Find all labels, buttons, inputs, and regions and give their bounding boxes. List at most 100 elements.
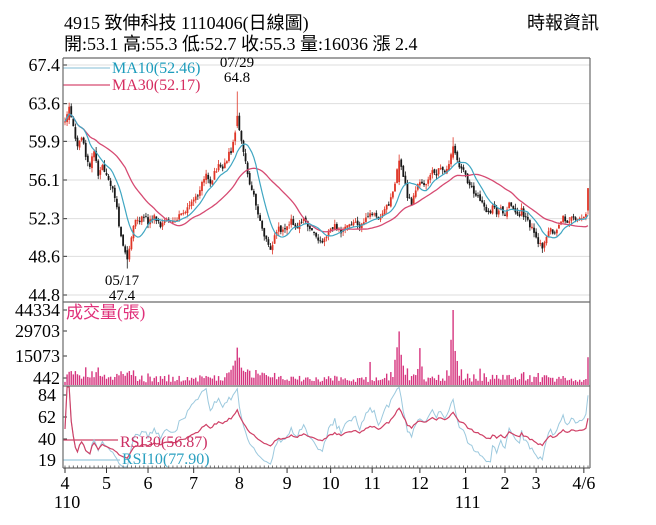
volume-bar	[267, 376, 270, 385]
volume-bar	[317, 379, 319, 385]
candle-body	[481, 200, 484, 203]
candle-body	[533, 227, 535, 233]
candle-body	[259, 215, 261, 221]
candle-body	[458, 160, 461, 168]
volume-bar	[350, 381, 353, 385]
volume-bar	[412, 374, 415, 385]
candle-body	[122, 234, 125, 246]
low-point-date: 05/17	[104, 273, 140, 289]
candle-body	[78, 140, 81, 148]
candle-body	[356, 220, 359, 225]
candle-body	[207, 174, 210, 180]
candle-body	[201, 181, 203, 192]
candle-body	[128, 248, 131, 260]
volume-bar	[257, 373, 259, 385]
candle-body	[367, 216, 369, 218]
volume-bar	[456, 360, 458, 385]
volume-bar	[222, 380, 224, 385]
volume-bar	[334, 375, 336, 385]
volume-bar	[365, 377, 367, 385]
candle-body	[279, 225, 282, 232]
volume-bar	[545, 375, 548, 385]
candle-body	[209, 179, 212, 184]
volume-bar	[251, 377, 253, 385]
candle-body	[421, 181, 423, 184]
volume-bar	[518, 379, 521, 385]
volume-bar	[361, 377, 363, 385]
volume-bar	[286, 379, 288, 385]
volume-bar	[72, 374, 74, 385]
candle-body	[232, 141, 235, 153]
volume-bar	[400, 354, 402, 385]
candle-body	[242, 140, 245, 152]
candle-body	[93, 151, 95, 158]
volume-bar	[450, 339, 452, 385]
volume-bar	[572, 381, 575, 385]
month-label: 4	[61, 473, 70, 493]
volume-bar	[423, 379, 425, 385]
volume-bar	[491, 374, 494, 385]
candle-body	[545, 236, 548, 244]
candle-body	[381, 213, 384, 216]
volume-bar	[203, 378, 205, 385]
candle-body	[105, 172, 108, 176]
volume-bar	[107, 377, 110, 385]
volume-bar	[564, 377, 566, 385]
volume-bar	[66, 374, 68, 385]
volume-bar	[190, 377, 193, 385]
candle-body	[466, 173, 469, 184]
volume-bar	[149, 376, 151, 385]
volume-bar	[311, 380, 313, 385]
page-title: 4915 致伸科技 1110406(日線圖)	[64, 13, 309, 33]
volume-bar	[124, 375, 126, 385]
volume-bar	[446, 370, 448, 385]
year-label: 111	[455, 492, 481, 512]
volume-bar	[342, 379, 344, 385]
candle-body	[433, 169, 436, 173]
volume-bar	[574, 380, 577, 385]
candle-body	[240, 130, 243, 141]
volume-bar	[385, 373, 388, 385]
candle-body	[558, 224, 560, 229]
volume-bar	[554, 381, 556, 385]
volume-bar	[128, 371, 131, 385]
volume-bar	[238, 357, 241, 385]
candle-body	[99, 170, 102, 175]
candle-body	[479, 194, 481, 201]
volume-bar	[157, 382, 160, 385]
candle-body	[362, 222, 365, 225]
volume-axis-label: 29703	[15, 321, 60, 341]
candle-body	[398, 160, 401, 183]
candle-body	[82, 137, 85, 144]
candle-body	[161, 223, 164, 227]
volume-axis-label: 15073	[15, 346, 60, 366]
candle-body	[97, 160, 100, 176]
candle-body	[120, 226, 122, 237]
volume-bar	[109, 376, 112, 385]
volume-bar	[174, 381, 176, 385]
month-label: 11	[363, 473, 380, 493]
candle-body	[192, 199, 195, 202]
volume-bar	[275, 379, 278, 385]
candle-body	[64, 121, 66, 123]
candle-body	[506, 209, 508, 217]
volume-bar	[215, 380, 218, 385]
volume-bar	[415, 375, 417, 385]
volume-bar	[163, 375, 166, 385]
candle-body	[452, 146, 454, 158]
candle-body	[277, 226, 280, 232]
volume-bar	[205, 375, 207, 385]
candle-body	[140, 216, 143, 223]
candle-body	[186, 207, 189, 214]
candle-body	[383, 209, 386, 215]
volume-bar	[421, 366, 423, 385]
candle-body	[80, 137, 83, 141]
volume-bar	[298, 375, 301, 385]
volume-bar	[510, 379, 512, 385]
candle-body	[107, 175, 110, 180]
volume-bar	[442, 378, 444, 385]
rsi-axis-label: 62	[38, 407, 56, 427]
candle-body	[217, 164, 220, 171]
volume-bar	[105, 378, 108, 385]
volume-bar	[103, 374, 106, 385]
